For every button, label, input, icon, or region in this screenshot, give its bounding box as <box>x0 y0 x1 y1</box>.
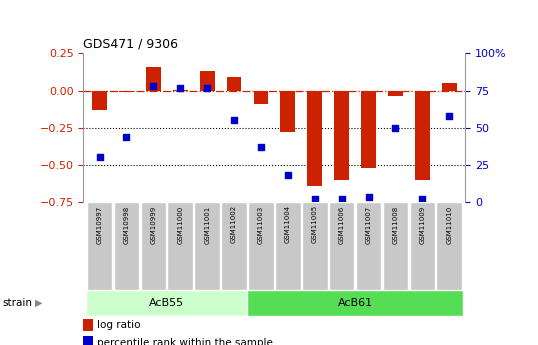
Point <box>337 196 346 201</box>
Text: strain: strain <box>3 298 33 308</box>
Text: GSM11006: GSM11006 <box>338 205 345 244</box>
Text: GSM11000: GSM11000 <box>177 205 183 244</box>
FancyBboxPatch shape <box>248 202 274 290</box>
FancyBboxPatch shape <box>194 202 220 290</box>
FancyBboxPatch shape <box>383 202 408 290</box>
Point <box>445 113 454 119</box>
Text: GSM10998: GSM10998 <box>123 205 130 244</box>
Bar <box>253 91 268 104</box>
Bar <box>200 71 215 91</box>
Point <box>418 196 427 201</box>
FancyBboxPatch shape <box>409 202 435 290</box>
Bar <box>307 91 322 186</box>
Text: GSM11005: GSM11005 <box>312 205 318 244</box>
FancyBboxPatch shape <box>140 202 166 290</box>
Text: AcB55: AcB55 <box>149 298 185 308</box>
Bar <box>415 91 430 180</box>
FancyBboxPatch shape <box>114 202 139 290</box>
Point <box>176 85 185 90</box>
Text: GSM10997: GSM10997 <box>96 205 103 244</box>
Bar <box>83 319 93 331</box>
Point <box>364 195 373 200</box>
Text: GSM11001: GSM11001 <box>204 205 210 244</box>
FancyBboxPatch shape <box>167 202 193 290</box>
Bar <box>173 90 188 91</box>
Bar <box>92 91 107 110</box>
Point <box>203 85 211 90</box>
Text: GSM11008: GSM11008 <box>392 205 399 244</box>
FancyBboxPatch shape <box>86 290 247 316</box>
FancyBboxPatch shape <box>221 202 247 290</box>
Bar <box>119 91 134 92</box>
Bar <box>83 336 93 345</box>
Text: percentile rank within the sample: percentile rank within the sample <box>97 338 273 345</box>
Point <box>391 125 400 130</box>
Text: AcB61: AcB61 <box>337 298 373 308</box>
Text: GSM11003: GSM11003 <box>258 205 264 244</box>
Text: log ratio: log ratio <box>97 321 140 330</box>
FancyBboxPatch shape <box>329 202 355 290</box>
FancyBboxPatch shape <box>302 202 328 290</box>
Text: ▶: ▶ <box>35 298 43 308</box>
FancyBboxPatch shape <box>356 202 381 290</box>
Point <box>257 144 265 150</box>
Bar <box>442 83 457 91</box>
Bar <box>334 91 349 180</box>
Text: GSM10999: GSM10999 <box>150 205 157 244</box>
Point <box>122 134 131 139</box>
Bar <box>388 91 403 97</box>
Point <box>230 117 238 123</box>
FancyBboxPatch shape <box>87 202 112 290</box>
Bar <box>280 91 295 132</box>
Point <box>95 155 104 160</box>
Text: GSM11010: GSM11010 <box>446 205 452 244</box>
Point <box>284 172 292 178</box>
Text: GSM11004: GSM11004 <box>285 205 291 244</box>
Text: GSM11002: GSM11002 <box>231 205 237 244</box>
Text: GSM11009: GSM11009 <box>419 205 426 244</box>
FancyBboxPatch shape <box>436 202 462 290</box>
Bar <box>361 91 376 168</box>
Text: GSM11007: GSM11007 <box>365 205 372 244</box>
Bar <box>226 77 242 91</box>
Bar <box>146 67 161 91</box>
Point <box>310 196 319 201</box>
Point <box>149 83 158 89</box>
FancyBboxPatch shape <box>275 202 301 290</box>
Text: GDS471 / 9306: GDS471 / 9306 <box>83 37 179 50</box>
FancyBboxPatch shape <box>247 290 463 316</box>
